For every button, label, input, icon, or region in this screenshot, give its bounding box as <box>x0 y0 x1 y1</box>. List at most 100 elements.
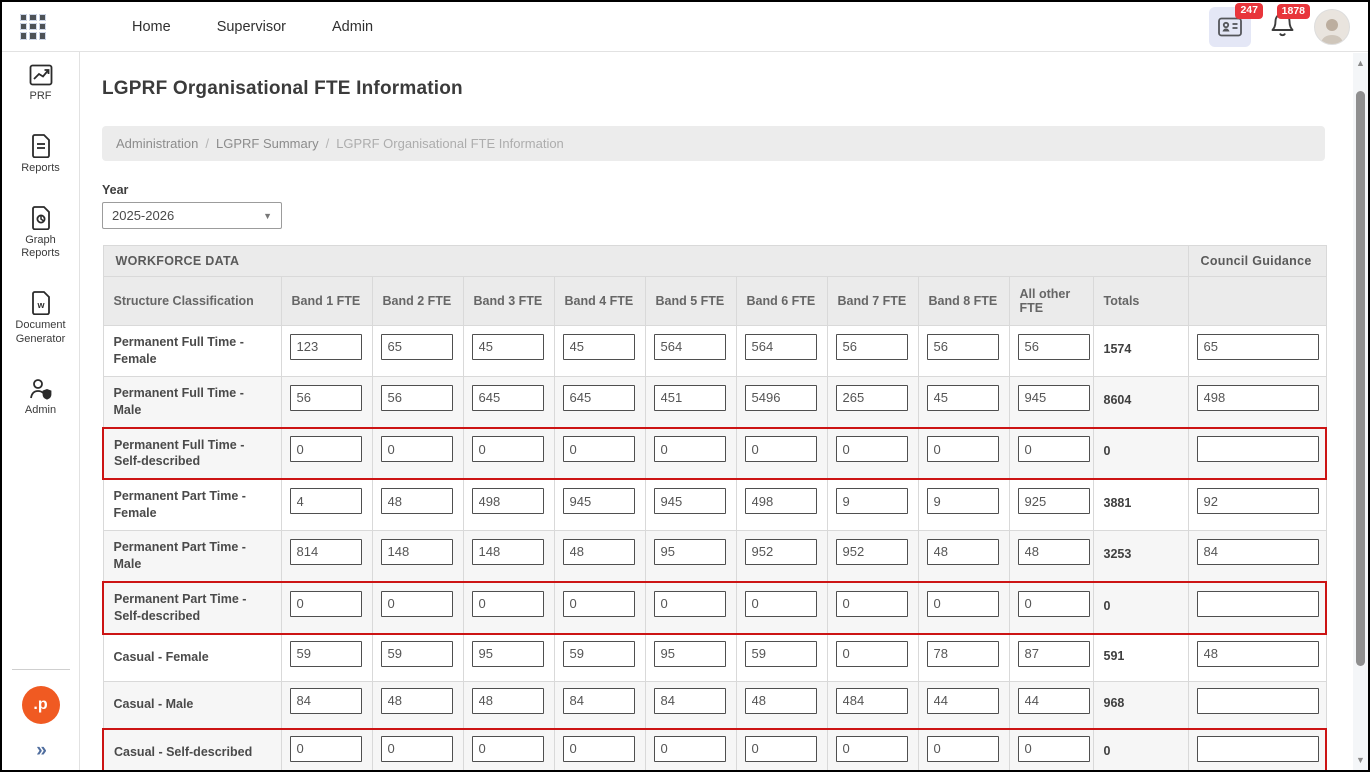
fte-input-r1-c7[interactable] <box>926 384 999 411</box>
fte-input-r4-c3[interactable] <box>562 538 635 565</box>
fte-input-r6-c8[interactable] <box>1017 640 1090 667</box>
guidance-input-r5[interactable] <box>1196 590 1319 617</box>
guidance-input-r0[interactable] <box>1196 333 1319 360</box>
fte-input-r1-c3[interactable] <box>562 384 635 411</box>
fte-input-r5-c5[interactable] <box>744 590 817 617</box>
breadcrumb-administration[interactable]: Administration <box>116 136 199 151</box>
fte-input-r7-c0[interactable] <box>289 687 362 714</box>
fte-input-r0-c0[interactable] <box>289 333 362 360</box>
fte-input-r8-c1[interactable] <box>380 735 453 762</box>
fte-input-r5-c0[interactable] <box>289 590 362 617</box>
fte-input-r8-c2[interactable] <box>471 735 544 762</box>
fte-input-r4-c4[interactable] <box>653 538 726 565</box>
fte-input-r0-c2[interactable] <box>471 333 544 360</box>
fte-input-r6-c4[interactable] <box>653 640 726 667</box>
fte-input-r0-c6[interactable] <box>835 333 908 360</box>
fte-input-r8-c7[interactable] <box>926 735 999 762</box>
fte-input-r5-c1[interactable] <box>380 590 453 617</box>
messages-button[interactable]: 247 <box>1209 3 1263 47</box>
app-grid-icon[interactable] <box>20 13 46 40</box>
fte-input-r4-c1[interactable] <box>380 538 453 565</box>
scroll-up-arrow[interactable]: ▲ <box>1356 58 1365 68</box>
fte-input-r6-c6[interactable] <box>835 640 908 667</box>
fte-input-r2-c3[interactable] <box>562 436 635 463</box>
fte-input-r2-c4[interactable] <box>653 436 726 463</box>
nav-admin[interactable]: Admin <box>332 18 374 35</box>
fte-input-r7-c5[interactable] <box>744 687 817 714</box>
fte-input-r6-c3[interactable] <box>562 640 635 667</box>
fte-input-r6-c2[interactable] <box>471 640 544 667</box>
user-avatar[interactable] <box>1314 9 1350 45</box>
fte-input-r1-c5[interactable] <box>744 384 817 411</box>
year-dropdown[interactable]: 2025-2026 ▼ <box>102 202 282 229</box>
fte-input-r4-c0[interactable] <box>289 538 362 565</box>
fte-input-r3-c2[interactable] <box>471 488 544 515</box>
fte-input-r1-c1[interactable] <box>380 384 453 411</box>
fte-input-r5-c4[interactable] <box>653 590 726 617</box>
fte-input-r0-c5[interactable] <box>744 333 817 360</box>
fte-input-r1-c8[interactable] <box>1017 384 1090 411</box>
fte-input-r7-c1[interactable] <box>380 687 453 714</box>
notifications-button[interactable]: 1878 <box>1269 3 1310 45</box>
fte-input-r2-c2[interactable] <box>471 436 544 463</box>
fte-input-r2-c7[interactable] <box>926 436 999 463</box>
fte-input-r3-c4[interactable] <box>653 488 726 515</box>
fte-input-r7-c6[interactable] <box>835 687 908 714</box>
fte-input-r0-c8[interactable] <box>1017 333 1090 360</box>
fte-input-r0-c7[interactable] <box>926 333 999 360</box>
fte-input-r1-c2[interactable] <box>471 384 544 411</box>
nav-home[interactable]: Home <box>132 18 171 35</box>
fte-input-r6-c7[interactable] <box>926 640 999 667</box>
guidance-input-r2[interactable] <box>1196 436 1319 463</box>
vertical-scrollbar[interactable]: ▲ ▼ <box>1353 53 1368 770</box>
fte-input-r0-c4[interactable] <box>653 333 726 360</box>
fte-input-r1-c6[interactable] <box>835 384 908 411</box>
fte-input-r5-c6[interactable] <box>835 590 908 617</box>
fte-input-r4-c6[interactable] <box>835 538 908 565</box>
fte-input-r7-c4[interactable] <box>653 687 726 714</box>
fte-input-r4-c2[interactable] <box>471 538 544 565</box>
fte-input-r2-c1[interactable] <box>380 436 453 463</box>
fte-input-r5-c2[interactable] <box>471 590 544 617</box>
fte-input-r8-c8[interactable] <box>1017 735 1090 762</box>
fte-input-r8-c5[interactable] <box>744 735 817 762</box>
fte-input-r3-c1[interactable] <box>380 488 453 515</box>
fte-input-r5-c3[interactable] <box>562 590 635 617</box>
sidebar-item-graph-reports[interactable]: Graph Reports <box>6 205 76 262</box>
fte-input-r4-c8[interactable] <box>1017 538 1090 565</box>
guidance-input-r3[interactable] <box>1196 488 1319 515</box>
scroll-down-arrow[interactable]: ▼ <box>1356 755 1365 765</box>
sidebar-item-admin[interactable]: Admin <box>6 377 76 418</box>
sidebar-item-prf[interactable]: PRF <box>6 64 76 104</box>
fte-input-r0-c1[interactable] <box>380 333 453 360</box>
fte-input-r6-c1[interactable] <box>380 640 453 667</box>
fte-input-r6-c0[interactable] <box>289 640 362 667</box>
fte-input-r2-c5[interactable] <box>744 436 817 463</box>
fte-input-r8-c6[interactable] <box>835 735 908 762</box>
fte-input-r3-c5[interactable] <box>744 488 817 515</box>
nav-supervisor[interactable]: Supervisor <box>216 18 286 35</box>
fte-input-r1-c4[interactable] <box>653 384 726 411</box>
fte-input-r4-c7[interactable] <box>926 538 999 565</box>
fte-input-r5-c7[interactable] <box>926 590 999 617</box>
fte-input-r3-c8[interactable] <box>1017 488 1090 515</box>
fte-input-r8-c0[interactable] <box>289 735 362 762</box>
fte-input-r2-c8[interactable] <box>1017 436 1090 463</box>
guidance-input-r4[interactable] <box>1196 538 1319 565</box>
fte-input-r2-c0[interactable] <box>289 436 362 463</box>
guidance-input-r1[interactable] <box>1196 384 1319 411</box>
fte-input-r7-c8[interactable] <box>1017 687 1090 714</box>
fte-input-r0-c3[interactable] <box>562 333 635 360</box>
fte-input-r7-c7[interactable] <box>926 687 999 714</box>
fte-input-r6-c5[interactable] <box>744 640 817 667</box>
sidebar-item-reports[interactable]: Reports <box>6 133 76 176</box>
guidance-input-r6[interactable] <box>1196 640 1319 667</box>
app-logo[interactable]: .p <box>21 686 60 724</box>
fte-input-r8-c3[interactable] <box>562 735 635 762</box>
scrollbar-thumb[interactable] <box>1356 91 1365 666</box>
sidebar-expand-icon[interactable]: » <box>36 740 46 761</box>
sidebar-item-document-generator[interactable]: w Document Generator <box>6 291 76 347</box>
fte-input-r7-c3[interactable] <box>562 687 635 714</box>
fte-input-r7-c2[interactable] <box>471 687 544 714</box>
fte-input-r5-c8[interactable] <box>1017 590 1090 617</box>
